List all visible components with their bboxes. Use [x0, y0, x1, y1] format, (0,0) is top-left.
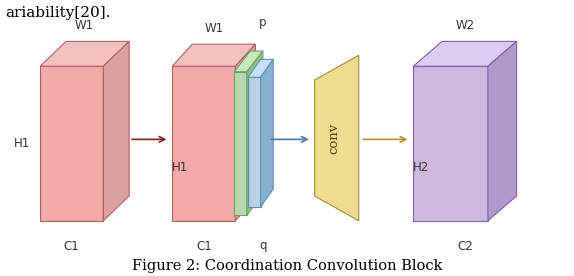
Polygon shape — [261, 59, 273, 207]
Polygon shape — [172, 66, 235, 221]
Polygon shape — [413, 41, 517, 66]
Text: C2: C2 — [457, 240, 473, 253]
Polygon shape — [247, 51, 263, 215]
Polygon shape — [235, 44, 255, 221]
Text: p: p — [259, 16, 267, 29]
Polygon shape — [103, 41, 129, 221]
Text: Figure 2: Coordination Convolution Block: Figure 2: Coordination Convolution Block — [132, 259, 442, 273]
Polygon shape — [40, 41, 129, 66]
Text: W2: W2 — [455, 19, 475, 32]
Text: ariability[20].: ariability[20]. — [6, 6, 111, 20]
Text: C1: C1 — [196, 240, 212, 253]
Polygon shape — [234, 51, 263, 72]
Text: q: q — [259, 239, 267, 252]
Text: H1: H1 — [14, 137, 30, 150]
Polygon shape — [315, 55, 359, 221]
Text: W1: W1 — [204, 22, 223, 34]
Polygon shape — [488, 41, 517, 221]
Text: C1: C1 — [64, 240, 80, 253]
Polygon shape — [413, 66, 488, 221]
Text: H1: H1 — [172, 161, 188, 174]
Text: H2: H2 — [413, 161, 429, 174]
Text: W1: W1 — [75, 19, 94, 32]
Polygon shape — [248, 59, 273, 77]
Polygon shape — [40, 66, 103, 221]
Polygon shape — [172, 44, 255, 66]
Polygon shape — [234, 72, 247, 215]
Text: conv: conv — [327, 122, 340, 154]
Polygon shape — [248, 77, 261, 207]
